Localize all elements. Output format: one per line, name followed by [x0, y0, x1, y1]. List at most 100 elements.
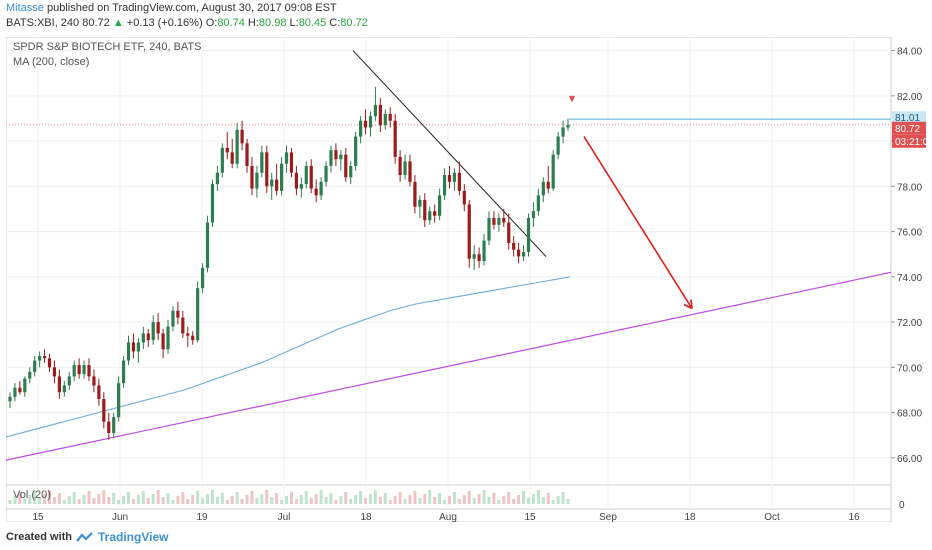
volume-bar: [220, 493, 224, 504]
candle-body: [457, 172, 461, 191]
candle-body: [156, 322, 160, 334]
time-axis[interactable]: 15Jun19Jul18Aug15Sep18Oct16No: [32, 512, 926, 522]
y-tick-label: 76.00: [897, 228, 922, 239]
x-tick-label: 18: [360, 512, 372, 522]
candle-body: [112, 417, 116, 433]
volume-bar: [324, 497, 328, 504]
candle-body: [314, 188, 318, 196]
candle-body: [72, 365, 76, 377]
candle-body: [13, 387, 17, 397]
created-with-text: Created with: [6, 531, 73, 543]
candle-body: [566, 124, 570, 128]
candle-body: [428, 211, 432, 221]
author-link[interactable]: Mitasse: [6, 2, 44, 14]
candle-body: [279, 163, 284, 191]
candle-body: [551, 154, 555, 189]
chart-header: Mitasse published on TradingView.com, Au…: [0, 0, 932, 36]
candle-body: [497, 218, 501, 225]
candle-body: [349, 165, 353, 178]
tradingview-brand[interactable]: TradingView: [98, 530, 169, 544]
volume-bar: [304, 491, 308, 504]
x-tick-label: Jul: [278, 512, 291, 522]
candle-body: [191, 335, 195, 341]
tradingview-logo-icon: [76, 532, 93, 542]
candle-body: [472, 254, 476, 259]
x-tick-label: 18: [684, 512, 696, 522]
low-value: 80.45: [298, 17, 327, 29]
candle-body: [413, 181, 417, 207]
candle-body: [521, 251, 526, 257]
candle-body: [225, 147, 229, 153]
volume-bar: [541, 497, 545, 504]
volume-bar: [275, 493, 279, 504]
candle-body: [393, 120, 397, 157]
published-text: published on TradingView.com, August 30,…: [46, 2, 337, 14]
volume-bar: [561, 492, 565, 504]
candle-body: [131, 342, 136, 352]
y-tick-label: 72.00: [897, 318, 922, 329]
volume-tick-label: 0: [899, 500, 905, 511]
candle-body: [97, 385, 101, 400]
volume-bar: [443, 500, 447, 504]
volume-bar: [280, 500, 284, 504]
low-label: L:: [289, 17, 299, 29]
volume-bar: [176, 496, 180, 504]
candle-body: [512, 242, 516, 250]
y-tick-label: 68.00: [897, 409, 922, 420]
x-tick-label: Sep: [599, 512, 617, 522]
x-tick-label: 19: [196, 512, 208, 522]
volume-bar: [452, 492, 456, 504]
volume-bar: [329, 493, 333, 504]
candle-body: [339, 154, 343, 160]
candle-body: [334, 150, 338, 160]
publish-line: Mitasse published on TradingView.com, Au…: [6, 2, 337, 14]
open-label: O:: [205, 17, 218, 29]
price-change: +0.13 (+0.16%): [126, 17, 203, 29]
candle-body: [492, 218, 496, 225]
candle-body: [200, 267, 205, 289]
x-tick-label: 15: [32, 512, 44, 522]
volume-bar: [373, 490, 377, 504]
y-tick-label: 78.00: [897, 182, 922, 193]
candle-body: [87, 365, 91, 377]
volume-bar: [136, 495, 140, 504]
candle-body: [294, 172, 299, 189]
candle-body: [235, 129, 239, 164]
candle-body: [18, 387, 22, 393]
volume-bar: [359, 491, 363, 504]
volume-bar: [191, 495, 195, 504]
candle-body: [270, 179, 274, 187]
candle-body: [556, 136, 560, 155]
candle-body: [368, 116, 373, 128]
volume-bar: [250, 491, 254, 504]
candle-body: [467, 204, 471, 259]
volume-bar: [497, 500, 501, 504]
volume-bar: [48, 490, 52, 504]
volume-bar: [299, 495, 303, 504]
volume-bar: [28, 495, 32, 504]
volume-bar: [472, 498, 476, 504]
volume-bar: [482, 490, 486, 504]
volume-bar: [245, 495, 249, 504]
volume-bar: [344, 492, 348, 504]
y-tick-label: 82.00: [897, 92, 922, 103]
footer: Created with TradingView: [0, 525, 932, 550]
volume-bar: [383, 493, 387, 504]
volume-bar: [566, 499, 570, 504]
candle-body: [265, 152, 269, 187]
volume-bar: [131, 499, 135, 504]
candle-body: [210, 184, 215, 223]
bar-timer-tag-bg: [892, 134, 926, 148]
candle-body: [117, 383, 121, 418]
candle-body: [28, 371, 32, 379]
price-chart[interactable]: 84.0082.0080.0078.0076.0074.0072.0070.00…: [6, 37, 926, 522]
candle-body: [215, 172, 219, 185]
volume-bar: [13, 496, 17, 504]
bar-timer-tag: 03:21:0: [895, 137, 926, 148]
candle-body: [33, 360, 37, 372]
volume-bar: [127, 492, 131, 504]
candle-body: [373, 104, 378, 117]
candle-body: [181, 317, 185, 334]
volume-bar: [166, 493, 170, 504]
